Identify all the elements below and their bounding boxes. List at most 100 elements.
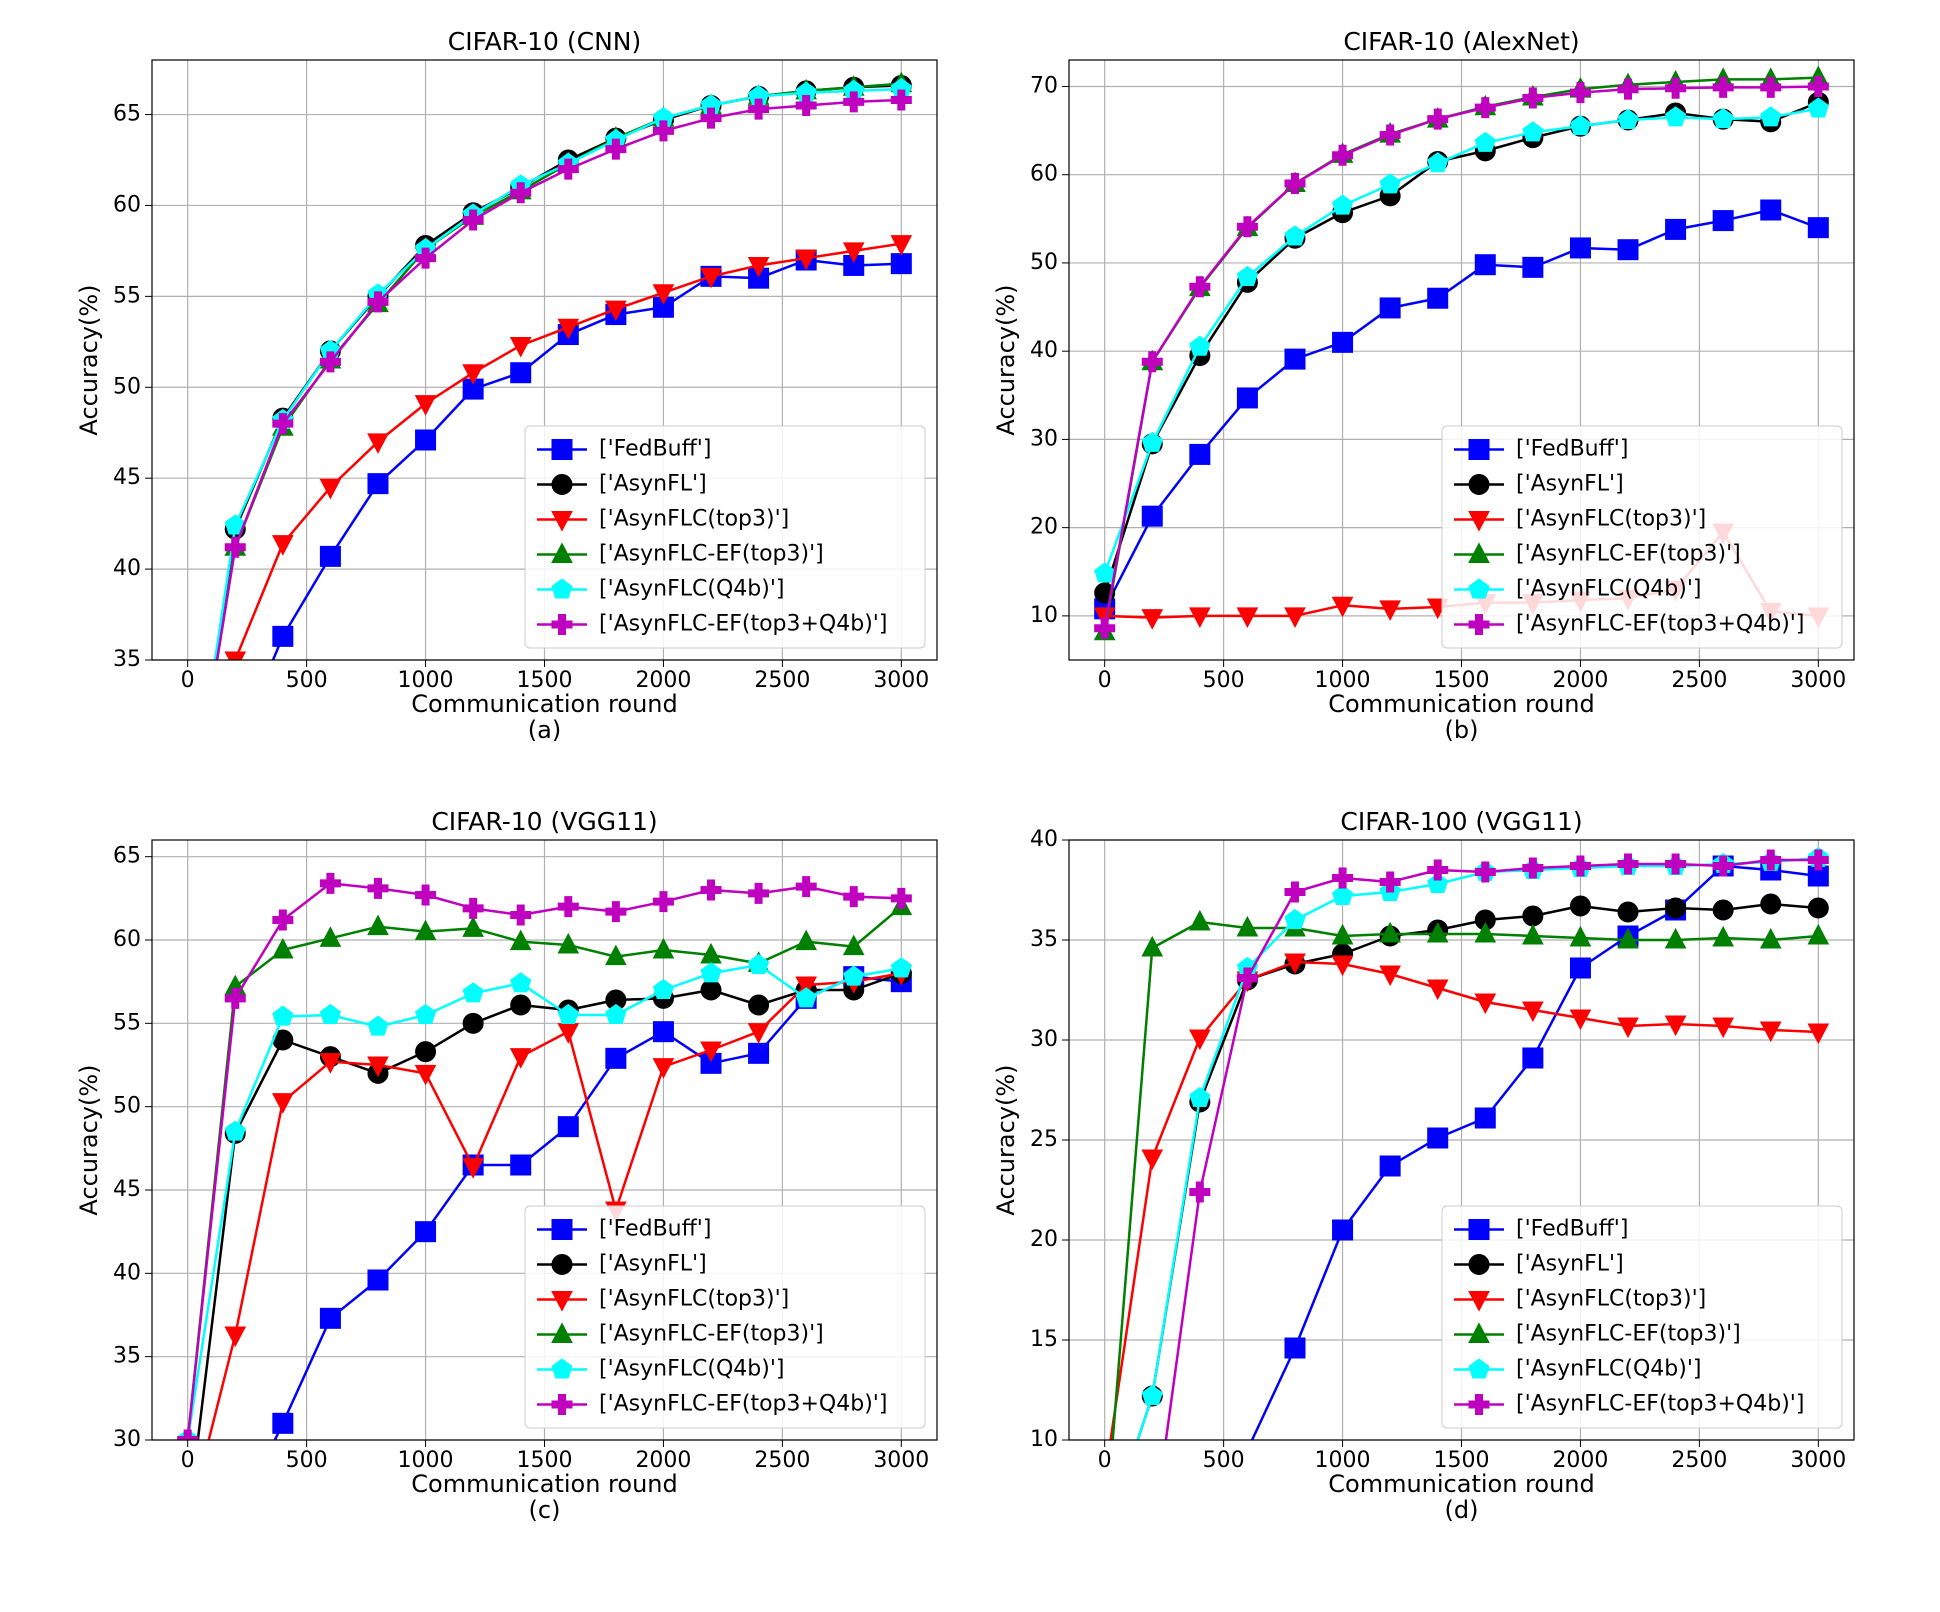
point-marker	[748, 953, 770, 974]
series-line	[1103, 208, 1819, 610]
y-tick-label: 20	[1030, 1227, 1058, 1252]
point-marker	[1426, 921, 1449, 943]
point-marker	[272, 625, 294, 647]
point-marker	[272, 1005, 294, 1026]
y-tick-label: 30	[1030, 1027, 1058, 1052]
y-tick-label: 45	[113, 465, 141, 490]
point-marker	[747, 1023, 770, 1044]
legend-label: ['AsynFLC-EF(top3+Q4b)']	[1516, 1392, 1804, 1417]
legend-marker	[551, 1394, 573, 1415]
series-line	[273, 975, 902, 1440]
point-marker	[319, 478, 342, 500]
point-marker	[557, 318, 580, 340]
point-marker	[415, 429, 437, 451]
point-marker	[652, 284, 675, 305]
point-marker	[1284, 953, 1306, 975]
point-marker	[224, 514, 246, 535]
legend-marker	[1468, 578, 1490, 599]
point-marker	[462, 897, 484, 919]
point-marker	[700, 107, 722, 129]
y-tick-label: 15	[1030, 1327, 1058, 1352]
point-marker	[1522, 1001, 1544, 1023]
point-marker	[1141, 935, 1164, 957]
point-marker	[1664, 927, 1687, 949]
point-marker	[1807, 217, 1829, 239]
legend-marker	[1468, 511, 1490, 532]
y-tick-label: 50	[113, 374, 141, 399]
point-marker	[510, 904, 532, 926]
point-marker	[1569, 237, 1591, 259]
legend-label: ['AsynFL']	[599, 472, 707, 497]
legend-marker	[551, 614, 573, 635]
point-marker	[1522, 857, 1544, 879]
legend-label: ['AsynFLC-EF(top3)']	[599, 1322, 824, 1347]
point-marker	[1617, 78, 1639, 100]
point-marker	[1332, 867, 1354, 889]
legend-marker	[551, 578, 573, 599]
point-marker	[700, 267, 722, 289]
point-marker	[1189, 909, 1211, 931]
point-marker	[272, 909, 294, 931]
chart: 10 20 30 40 50 60 70 0 500 1000 1500 2000 2500 3000 CI…	[992, 27, 1855, 744]
point-marker	[1617, 927, 1639, 949]
y-tick-label: 20	[1030, 515, 1058, 540]
plot-frame	[151, 59, 938, 661]
legend: ['FedBuff'] ['AsynFL'] ['AsynFLC(top3)'] ['…	[524, 1205, 926, 1429]
y-tick-label: 60	[113, 192, 141, 217]
legend-box	[1441, 1205, 1843, 1429]
y-tick-label: 60	[113, 927, 141, 952]
point-marker	[1569, 855, 1591, 877]
legend-marker	[1468, 1358, 1490, 1379]
legend-marker	[1468, 1322, 1490, 1343]
point-marker	[748, 1042, 770, 1064]
chart-title: CIFAR-100 (VGG11)	[1340, 807, 1582, 836]
y-tick-label: 55	[113, 1010, 141, 1035]
point-marker	[1807, 75, 1829, 97]
legend-label: ['AsynFLC(Q4b)']	[599, 1357, 784, 1382]
legend-label: ['AsynFL']	[599, 1252, 707, 1277]
point-marker	[1284, 881, 1306, 903]
point-marker	[652, 891, 674, 913]
x-tick-label: 2500	[754, 1448, 810, 1473]
point-marker	[414, 1003, 437, 1024]
point-marker	[842, 242, 865, 263]
x-tick-label: 2500	[1671, 668, 1727, 693]
y-tick-label: 65	[113, 102, 141, 127]
x-tick-label: 2000	[635, 668, 691, 693]
x-tick-label: 0	[1098, 668, 1112, 693]
point-marker	[1426, 979, 1449, 1001]
x-tick-label: 1000	[398, 1448, 454, 1473]
point-marker	[1379, 297, 1401, 319]
y-tick-label: 35	[113, 647, 141, 672]
point-marker	[415, 1041, 437, 1063]
legend: ['FedBuff'] ['AsynFL'] ['AsynFLC(top3)'] ['…	[1441, 1205, 1843, 1429]
point-marker	[1331, 884, 1354, 905]
x-tick-label: 0	[181, 668, 195, 693]
point-marker	[319, 1003, 341, 1024]
point-marker	[1474, 861, 1496, 883]
series-line	[1103, 107, 1819, 574]
point-marker	[1379, 921, 1401, 943]
point-marker	[1522, 121, 1544, 142]
series-line	[207, 972, 902, 1440]
series-line	[1103, 85, 1819, 629]
y-tick-label: 40	[113, 1260, 141, 1285]
point-marker	[1141, 609, 1164, 630]
point-marker	[890, 235, 913, 256]
point-marker	[1379, 600, 1401, 621]
point-marker	[462, 209, 484, 231]
point-marker	[1760, 106, 1782, 127]
plot-frame	[1068, 839, 1855, 1441]
point-marker	[177, 1429, 199, 1440]
series-line	[1103, 101, 1819, 594]
point-marker	[1807, 97, 1829, 118]
point-marker	[1807, 1023, 1830, 1045]
point-marker	[510, 182, 532, 204]
point-marker	[1474, 1107, 1496, 1129]
point-marker	[1236, 216, 1258, 238]
point-marker	[319, 351, 341, 373]
x-tick-label: 2000	[1552, 668, 1608, 693]
point-marker	[509, 336, 532, 358]
x-tick-label: 2500	[754, 668, 810, 693]
